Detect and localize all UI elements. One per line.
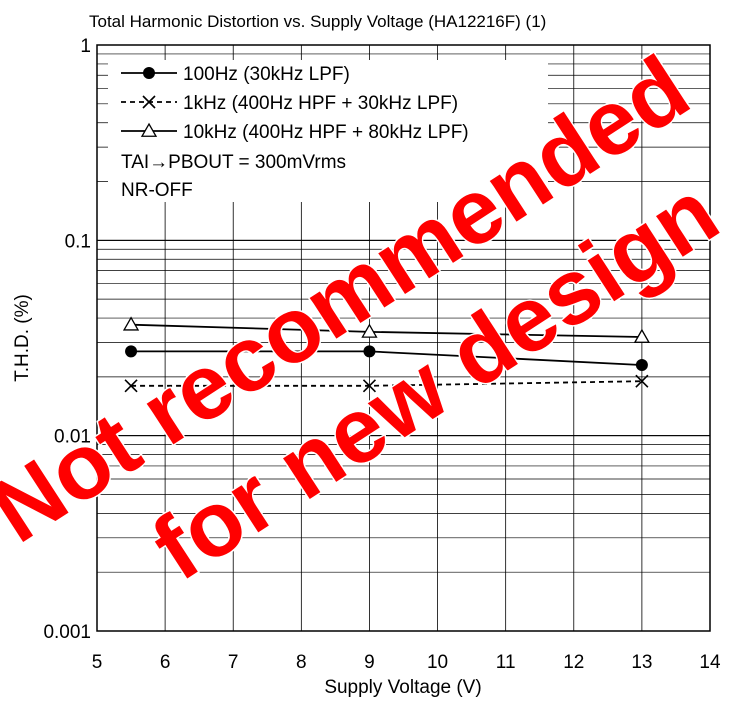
plot-frame [96, 44, 711, 632]
y-tick-label: 0.001 [43, 622, 91, 643]
x-tick-label: 9 [364, 652, 375, 673]
marker-cross [142, 95, 156, 109]
x-tick-label: 5 [92, 652, 103, 673]
marker-cross [362, 379, 377, 393]
annotation-text: TAI→PBOUT = 300mVrms [121, 152, 346, 173]
marker-filled-circle [125, 345, 138, 358]
marker-cross [124, 379, 138, 393]
x-tick-label: 8 [296, 652, 307, 673]
x-tick-label: 12 [563, 652, 584, 673]
marker-filled-circle [143, 67, 155, 79]
y-axis-label: T.H.D. (%) [12, 294, 33, 382]
ticks: 5 6 7 8 9 10 11 12 13 14 1 0.1 0.01 0.001 [43, 36, 721, 673]
marker-open-triangle [122, 316, 140, 331]
annotation-text: NR-OFF [121, 180, 193, 201]
x-tick-label: 13 [631, 652, 652, 673]
marker-open-triangle [633, 328, 651, 343]
x-tick-label: 10 [427, 652, 448, 673]
marker-filled-circle [363, 345, 376, 358]
legend-box-bg [108, 60, 548, 202]
series-layer [122, 316, 651, 393]
y-tick-label: 0.01 [54, 427, 91, 448]
legend-label: 100Hz (30kHz LPF) [183, 64, 350, 85]
marker-cross [635, 374, 649, 388]
x-tick-label: 6 [160, 652, 171, 673]
y-tick-label: 1 [80, 36, 91, 57]
x-axis-label: Supply Voltage (V) [324, 677, 481, 698]
legend-label: 1kHz (400Hz HPF + 30kHz LPF) [183, 93, 458, 114]
legend: 100Hz (30kHz LPF) 1kHz (400Hz HPF + 30kHz… [108, 60, 548, 202]
legend-label: 10kHz (400Hz HPF + 80kHz LPF) [183, 122, 469, 143]
marker-filled-circle [635, 359, 648, 372]
marker-open-triangle [361, 323, 378, 338]
x-tick-label: 11 [496, 652, 516, 673]
y-tick-label: 0.1 [65, 231, 91, 252]
x-tick-label: 14 [699, 652, 721, 673]
x-tick-label: 7 [228, 652, 239, 673]
marker-open-triangle [140, 122, 158, 137]
chart-title: Total Harmonic Distortion vs. Supply Vol… [89, 12, 546, 31]
